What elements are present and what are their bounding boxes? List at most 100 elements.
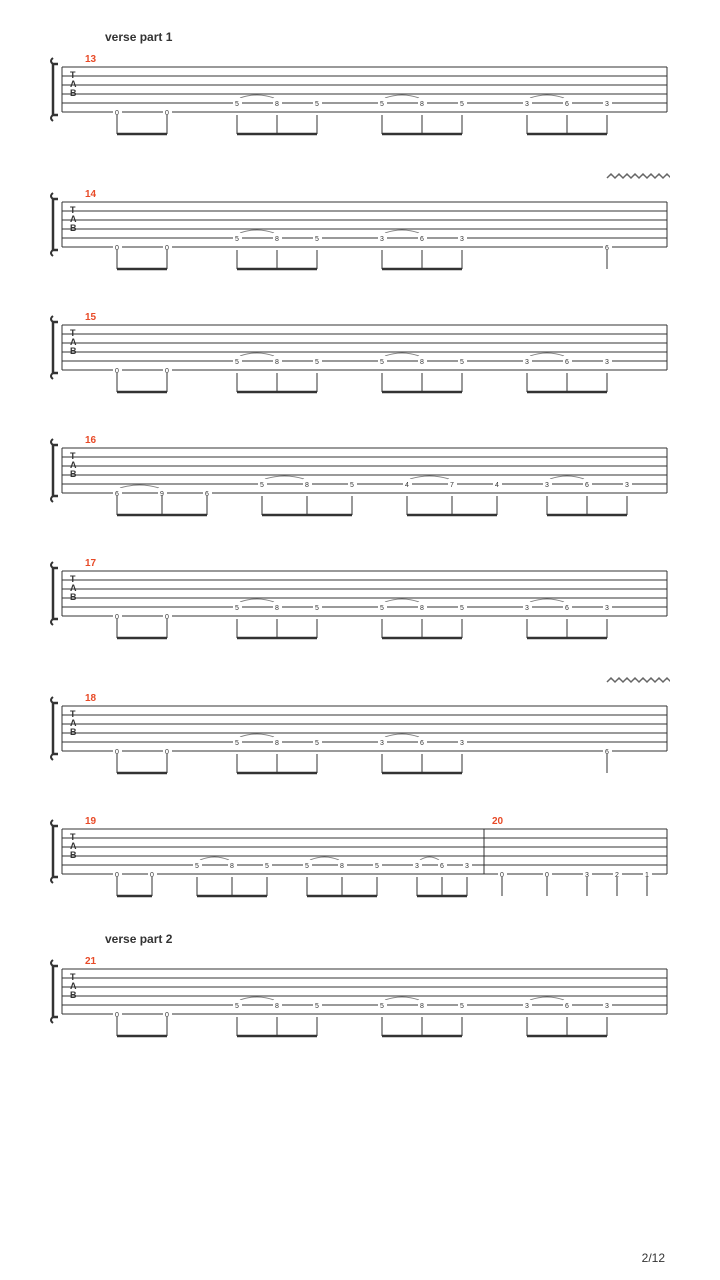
- svg-text:3: 3: [465, 863, 469, 870]
- svg-text:3: 3: [625, 482, 629, 489]
- svg-text:8: 8: [275, 359, 279, 366]
- svg-text:5: 5: [380, 605, 384, 612]
- svg-text:8: 8: [275, 740, 279, 747]
- tab-page: verse part 1TAB1300585585363TAB140058536…: [0, 0, 720, 1112]
- svg-text:5: 5: [315, 101, 319, 108]
- svg-text:18: 18: [85, 693, 97, 704]
- svg-text:B: B: [70, 469, 77, 479]
- svg-text:21: 21: [85, 956, 97, 967]
- svg-text:4: 4: [495, 482, 499, 489]
- svg-text:3: 3: [380, 236, 384, 243]
- svg-text:B: B: [70, 592, 77, 602]
- svg-text:5: 5: [375, 863, 379, 870]
- svg-text:5: 5: [235, 1003, 239, 1010]
- svg-text:B: B: [70, 88, 77, 98]
- svg-text:8: 8: [420, 101, 424, 108]
- svg-text:B: B: [70, 850, 77, 860]
- svg-text:5: 5: [460, 359, 464, 366]
- svg-text:3: 3: [605, 605, 609, 612]
- svg-text:5: 5: [235, 740, 239, 747]
- svg-text:5: 5: [380, 101, 384, 108]
- svg-text:3: 3: [525, 101, 529, 108]
- svg-text:3: 3: [605, 101, 609, 108]
- svg-text:5: 5: [305, 863, 309, 870]
- svg-text:8: 8: [420, 1003, 424, 1010]
- tab-row: TAB19200058558536300321: [50, 809, 670, 904]
- svg-text:5: 5: [315, 740, 319, 747]
- svg-text:B: B: [70, 223, 77, 233]
- svg-text:6: 6: [565, 101, 569, 108]
- svg-text:B: B: [70, 346, 77, 356]
- svg-text:3: 3: [525, 605, 529, 612]
- svg-text:5: 5: [460, 1003, 464, 1010]
- tab-row: TAB1500585585363: [50, 305, 670, 400]
- svg-text:6: 6: [565, 359, 569, 366]
- svg-text:5: 5: [380, 359, 384, 366]
- measure: TAB18005853636: [50, 674, 670, 781]
- svg-text:17: 17: [85, 558, 97, 569]
- svg-text:3: 3: [415, 863, 419, 870]
- svg-text:5: 5: [235, 236, 239, 243]
- svg-text:16: 16: [85, 435, 97, 446]
- svg-text:5: 5: [460, 605, 464, 612]
- measure: TAB14005853636: [50, 170, 670, 277]
- svg-text:5: 5: [315, 1003, 319, 1010]
- svg-text:B: B: [70, 727, 77, 737]
- svg-text:3: 3: [460, 236, 464, 243]
- svg-text:3: 3: [525, 1003, 529, 1010]
- svg-text:5: 5: [235, 101, 239, 108]
- svg-text:6: 6: [440, 863, 444, 870]
- tab-row: TAB16696585474363: [50, 428, 670, 523]
- svg-text:8: 8: [340, 863, 344, 870]
- measure: TAB19200058558536300321: [50, 809, 670, 904]
- svg-text:5: 5: [235, 605, 239, 612]
- svg-text:8: 8: [420, 605, 424, 612]
- svg-text:3: 3: [380, 740, 384, 747]
- svg-text:5: 5: [380, 1003, 384, 1010]
- tab-row: TAB1300585585363: [50, 47, 670, 142]
- svg-text:8: 8: [230, 863, 234, 870]
- tab-row: TAB2100585585363: [50, 949, 670, 1044]
- page-number: 2/12: [642, 1251, 665, 1265]
- measure: TAB1500585585363: [50, 305, 670, 400]
- svg-text:6: 6: [585, 482, 589, 489]
- svg-text:3: 3: [525, 359, 529, 366]
- svg-text:20: 20: [492, 816, 504, 827]
- svg-text:8: 8: [305, 482, 309, 489]
- svg-text:5: 5: [260, 482, 264, 489]
- measure: TAB2100585585363: [50, 949, 670, 1044]
- svg-text:8: 8: [275, 605, 279, 612]
- svg-text:5: 5: [460, 101, 464, 108]
- svg-text:5: 5: [235, 359, 239, 366]
- svg-text:8: 8: [275, 101, 279, 108]
- measure: TAB1300585585363: [50, 47, 670, 142]
- svg-text:8: 8: [420, 359, 424, 366]
- svg-text:3: 3: [605, 359, 609, 366]
- svg-text:14: 14: [85, 189, 97, 200]
- svg-text:5: 5: [195, 863, 199, 870]
- svg-text:4: 4: [405, 482, 409, 489]
- tab-row: TAB14005853636: [50, 182, 670, 277]
- svg-text:19: 19: [85, 816, 97, 827]
- svg-text:B: B: [70, 990, 77, 1000]
- svg-text:5: 5: [315, 605, 319, 612]
- svg-text:7: 7: [450, 482, 454, 489]
- measure: TAB16696585474363: [50, 428, 670, 523]
- tab-row: TAB18005853636: [50, 686, 670, 781]
- svg-text:5: 5: [350, 482, 354, 489]
- tab-row: TAB1700585585363: [50, 551, 670, 646]
- svg-text:3: 3: [545, 482, 549, 489]
- section-label: verse part 2: [105, 932, 670, 946]
- section-label: verse part 1: [105, 30, 670, 44]
- svg-text:15: 15: [85, 312, 97, 323]
- svg-text:6: 6: [565, 1003, 569, 1010]
- svg-text:3: 3: [460, 740, 464, 747]
- svg-text:8: 8: [275, 1003, 279, 1010]
- svg-text:5: 5: [315, 359, 319, 366]
- svg-text:5: 5: [315, 236, 319, 243]
- svg-text:5: 5: [265, 863, 269, 870]
- measure: TAB1700585585363: [50, 551, 670, 646]
- svg-text:6: 6: [420, 236, 424, 243]
- svg-text:6: 6: [565, 605, 569, 612]
- svg-text:3: 3: [605, 1003, 609, 1010]
